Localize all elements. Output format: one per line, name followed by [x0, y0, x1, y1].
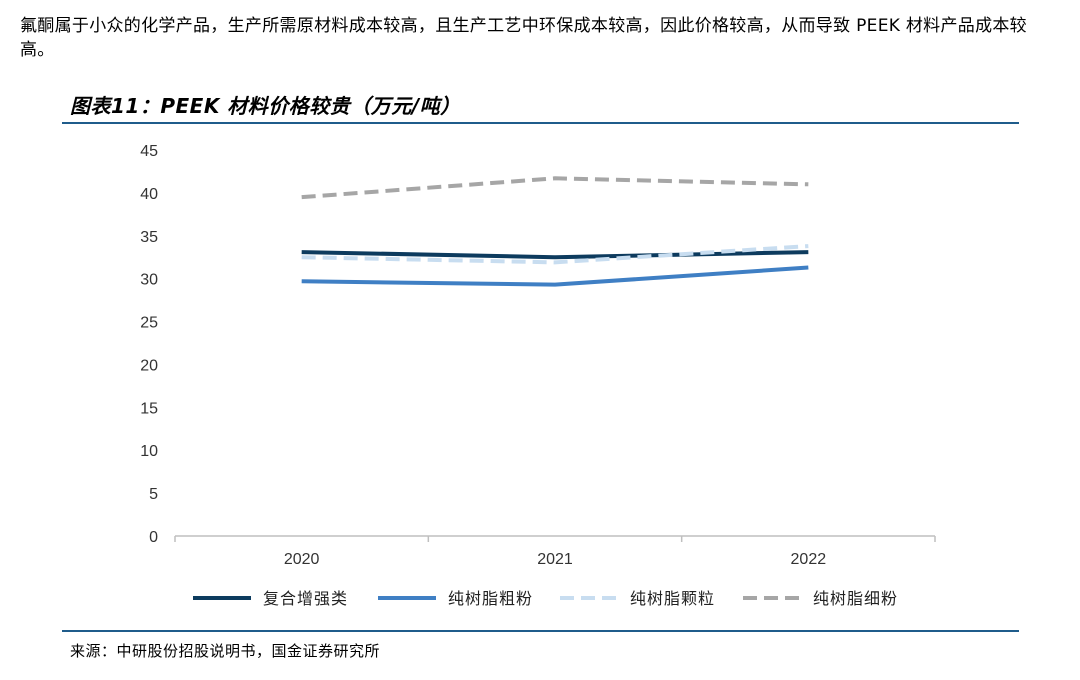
line-chart: 0 5 10 15 20 25 30 35 40 45 2020 2021 2022 复合增强类 纯树脂… [140, 143, 936, 608]
series-lines [301, 176, 809, 287]
legend: 复合增强类 纯树脂粗粉 纯树脂颗粒 纯树脂细粉 [193, 589, 898, 608]
series-line-2 [301, 265, 809, 287]
y-tick-label: 10 [140, 443, 158, 460]
y-tick-label: 45 [140, 143, 158, 160]
legend-label: 复合增强类 [263, 589, 348, 608]
legend-label: 纯树脂颗粒 [630, 589, 715, 608]
y-tick-label: 30 [140, 272, 158, 289]
series-line-1 [301, 250, 809, 260]
x-axis: 2020 2021 2022 [174, 535, 936, 568]
intro-paragraph: 氟酮属于小众的化学产品，生产所需原材料成本较高，且生产工艺中环保成本较高，因此价… [20, 16, 1027, 60]
source-note: 来源：中研股份招股说明书，国金证券研究所 [70, 642, 381, 660]
series-line-4 [301, 176, 809, 200]
legend-label: 纯树脂粗粉 [448, 589, 533, 608]
y-tick-label: 20 [140, 357, 158, 374]
bottom-rule [62, 630, 1019, 632]
top-rule [62, 122, 1019, 124]
y-axis: 0 5 10 15 20 25 30 35 40 45 [140, 143, 158, 546]
x-tick-label: 2022 [791, 551, 827, 568]
y-tick-label: 5 [149, 486, 158, 503]
figure-title: 图表11：PEEK 材料价格较贵（万元/吨） [70, 94, 461, 118]
series-line-3 [301, 244, 809, 265]
y-tick-label: 40 [140, 186, 158, 203]
legend-label: 纯树脂细粉 [813, 589, 898, 608]
y-tick-label: 0 [149, 529, 158, 546]
x-tick-label: 2021 [537, 551, 573, 568]
x-tick-label: 2020 [284, 551, 320, 568]
y-tick-label: 15 [140, 400, 158, 417]
y-tick-label: 25 [140, 315, 158, 332]
y-tick-label: 35 [140, 229, 158, 246]
